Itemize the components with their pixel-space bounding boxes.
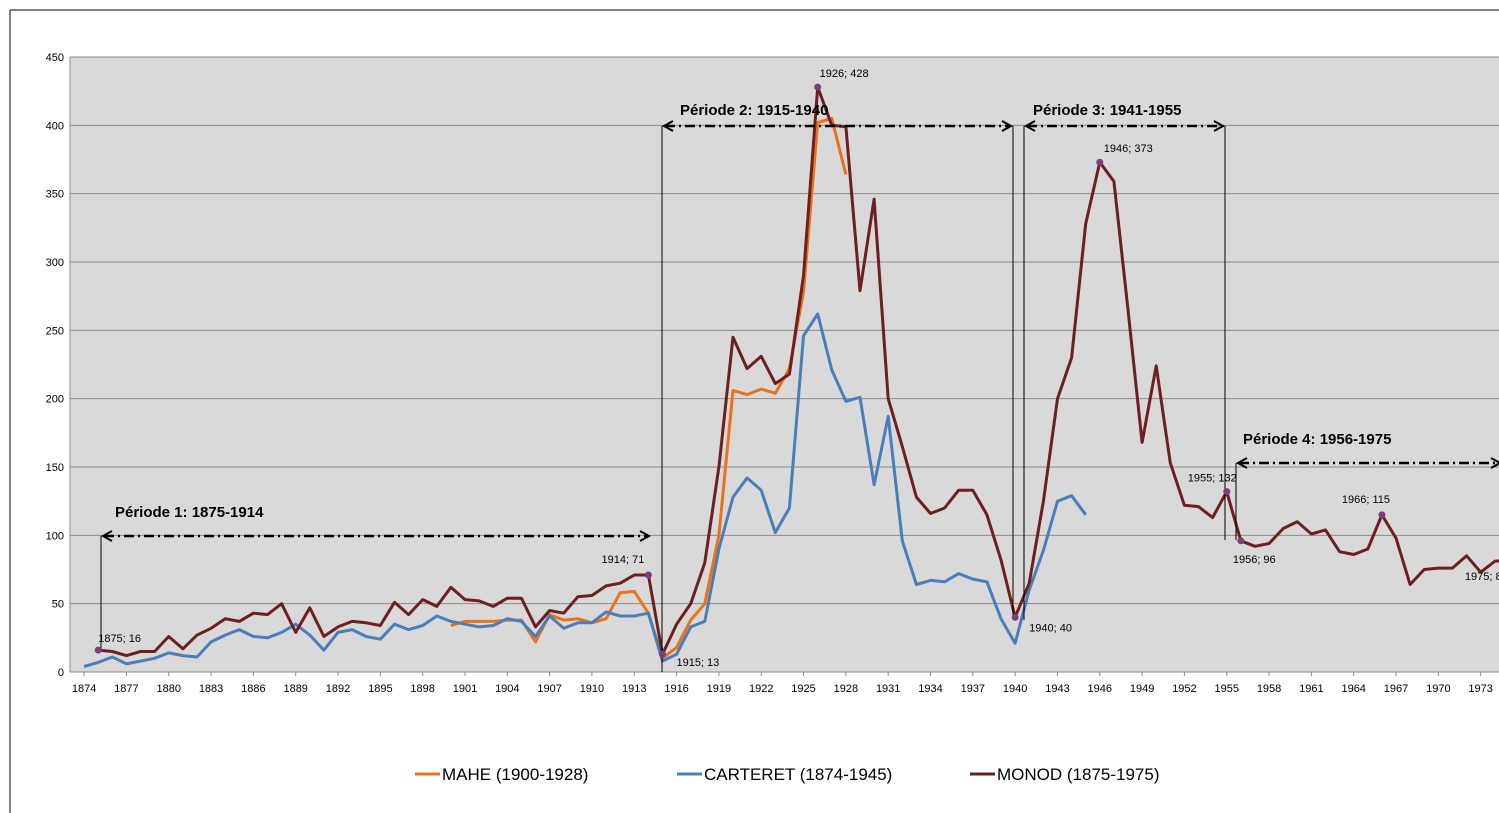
series-line (83, 312, 1087, 668)
x-tick-label: 1901 (453, 683, 477, 695)
y-tick-label: 300 (46, 257, 64, 269)
x-tick-label: 1910 (580, 683, 604, 695)
x-tick-label: 1907 (537, 683, 561, 695)
data-point (814, 83, 822, 91)
x-tick-label: 1913 (622, 683, 646, 695)
x-tick-label: 1955 (1215, 683, 1239, 695)
data-point (1237, 537, 1245, 545)
x-tick-label: 1886 (241, 683, 265, 695)
data-label: 1966; 115 (1342, 494, 1390, 506)
legend-label: MAHE (1900-1928) (442, 765, 588, 784)
data-label: 1975; 82 (1465, 571, 1499, 583)
x-tick-label: 1952 (1172, 683, 1196, 695)
x-tick-label: 1931 (876, 683, 900, 695)
x-tick-label: 1922 (749, 683, 773, 695)
y-tick-label: 100 (46, 530, 64, 542)
y-tick-label: 400 (46, 120, 64, 132)
x-tick-label: 1925 (791, 683, 815, 695)
y-tick-label: 50 (52, 599, 64, 611)
period-annotations: Période 1: 1875-1914 Période 2: 1915-194… (100, 102, 1499, 672)
x-tick-label: 1967 (1384, 683, 1408, 695)
data-point (1011, 613, 1019, 621)
data-label: 1955; 132 (1188, 473, 1237, 485)
x-tick-label: 1943 (1045, 683, 1069, 695)
arrow-head (100, 530, 652, 542)
x-tick-label: 1919 (707, 683, 731, 695)
legend: MAHE (1900-1928) CARTERET (1874-1945) MONO… (415, 765, 1160, 784)
x-tick-label: 1889 (283, 683, 307, 695)
x-tick-label: 1904 (495, 683, 519, 695)
data-label: 1956; 96 (1233, 554, 1276, 566)
x-tick-label: 1895 (368, 683, 392, 695)
y-tick-label: 450 (46, 52, 64, 64)
legend-label: MONOD (1875-1975) (997, 765, 1160, 784)
x-tick-label: 1940 (1003, 683, 1027, 695)
x-tick-label: 1937 (961, 683, 985, 695)
data-label: 1915; 13 (676, 657, 719, 669)
period-label: Période 4: 1956-1975 (1243, 431, 1391, 448)
x-tick-label: 1898 (410, 683, 434, 695)
x-tick-label: 1964 (1341, 683, 1365, 695)
arrow-head (1023, 120, 1226, 132)
y-tick-label: 200 (46, 394, 64, 406)
data-point (1378, 511, 1386, 519)
y-tick-label: 150 (46, 462, 64, 474)
x-tick-label: 1934 (918, 683, 942, 695)
data-label: 1940; 40 (1029, 622, 1072, 634)
legend-label: CARTERET (1874-1945) (704, 765, 892, 784)
period-label: Période 3: 1941-1955 (1033, 102, 1181, 119)
x-tick-label: 1883 (199, 683, 223, 695)
arrow-head (1235, 457, 1499, 469)
x-tick-label: 1970 (1426, 683, 1450, 695)
data-label: 1914; 71 (602, 554, 645, 566)
data-point (644, 571, 652, 579)
x-tick-label: 1958 (1257, 683, 1281, 695)
data-label: 1946; 373 (1104, 143, 1153, 155)
data-point (94, 646, 102, 654)
x-tick-label: 1877 (114, 683, 138, 695)
x-tick-label: 1874 (72, 683, 96, 695)
series-line (98, 85, 1499, 658)
y-tick-label: 350 (46, 189, 64, 201)
x-tick-label: 1946 (1088, 683, 1112, 695)
plot-area (70, 57, 1499, 672)
data-point (658, 650, 666, 658)
period-label: Période 1: 1875-1914 (115, 504, 264, 521)
x-tick-label: 1916 (664, 683, 688, 695)
period-label: Période 2: 1915-1940 (680, 102, 828, 119)
x-tick-label: 1880 (157, 683, 181, 695)
y-tick-label: 0 (58, 667, 64, 679)
data-point (1096, 158, 1104, 166)
y-tick-label: 250 (46, 325, 64, 337)
x-tick-label: 1928 (834, 683, 858, 695)
data-label: 1875; 16 (98, 633, 141, 645)
x-tick-label: 1961 (1299, 683, 1323, 695)
x-tick-label: 1892 (326, 683, 350, 695)
data-point (1223, 488, 1231, 496)
data-label: 1926; 428 (820, 68, 869, 80)
arrow-head (661, 120, 1014, 132)
x-tick-label: 1973 (1468, 683, 1492, 695)
x-tick-label: 1949 (1130, 683, 1154, 695)
